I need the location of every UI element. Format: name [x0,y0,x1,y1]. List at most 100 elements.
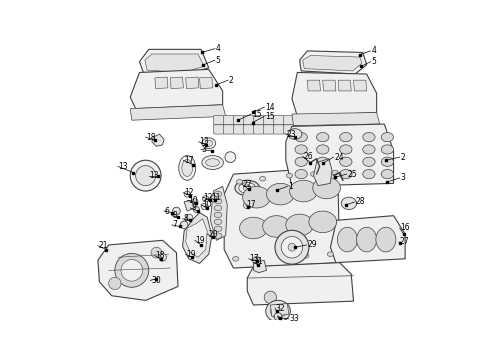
Polygon shape [303,55,362,71]
Ellipse shape [311,172,317,176]
Polygon shape [152,134,164,147]
Ellipse shape [210,195,217,202]
Ellipse shape [295,145,307,154]
Text: 29: 29 [307,240,317,249]
Ellipse shape [202,138,216,149]
Text: 20: 20 [208,230,218,239]
Ellipse shape [244,185,251,191]
Text: 3: 3 [400,174,405,183]
Polygon shape [330,216,405,263]
Ellipse shape [186,214,193,220]
Text: 10: 10 [188,196,197,205]
FancyBboxPatch shape [214,125,224,134]
Text: 13: 13 [149,171,159,180]
Text: 4: 4 [371,46,376,55]
Ellipse shape [244,201,251,209]
Ellipse shape [121,260,143,281]
Ellipse shape [203,195,209,202]
Ellipse shape [136,166,156,186]
Ellipse shape [263,216,291,237]
FancyBboxPatch shape [273,125,284,134]
Polygon shape [186,77,199,89]
Ellipse shape [130,160,161,191]
FancyBboxPatch shape [253,125,264,134]
Polygon shape [155,77,168,89]
Ellipse shape [357,227,377,252]
Text: 17: 17 [249,254,259,263]
Ellipse shape [295,157,307,166]
Text: 17: 17 [246,201,256,210]
Ellipse shape [317,157,329,166]
Text: 13: 13 [119,162,128,171]
Polygon shape [186,219,207,257]
Text: 32: 32 [276,303,285,312]
Text: 6: 6 [165,207,170,216]
FancyBboxPatch shape [273,116,284,125]
Polygon shape [323,80,336,91]
Ellipse shape [287,173,293,178]
Ellipse shape [214,233,222,238]
Text: 19: 19 [196,236,205,245]
Text: 12: 12 [184,188,194,197]
Text: 31: 31 [253,257,263,266]
Ellipse shape [202,156,223,170]
Text: 10: 10 [202,201,212,210]
Ellipse shape [295,170,307,179]
Ellipse shape [337,227,357,252]
Polygon shape [183,213,212,264]
Ellipse shape [237,180,243,184]
FancyBboxPatch shape [233,125,244,134]
Text: 5: 5 [371,57,376,66]
Ellipse shape [267,183,294,205]
Text: 21: 21 [98,241,108,250]
Ellipse shape [288,129,302,139]
Polygon shape [98,240,178,300]
Text: 15: 15 [265,112,274,121]
Polygon shape [130,105,226,120]
Ellipse shape [279,255,285,260]
Text: 30: 30 [151,276,161,285]
Text: 18: 18 [156,251,165,260]
Ellipse shape [214,192,222,197]
Ellipse shape [179,156,196,180]
Ellipse shape [274,313,282,320]
Ellipse shape [253,256,260,261]
Ellipse shape [363,170,375,179]
Ellipse shape [317,170,329,179]
Ellipse shape [281,237,303,258]
Ellipse shape [214,219,222,225]
Ellipse shape [115,253,149,287]
Polygon shape [270,303,289,316]
Ellipse shape [313,177,341,199]
Ellipse shape [233,256,239,261]
Ellipse shape [317,145,329,154]
Ellipse shape [381,145,393,154]
Ellipse shape [184,191,190,197]
Text: 23: 23 [287,130,296,139]
Ellipse shape [172,207,180,215]
Ellipse shape [275,230,309,264]
FancyBboxPatch shape [223,116,234,125]
FancyBboxPatch shape [283,116,294,125]
FancyBboxPatch shape [233,116,244,125]
Text: 8: 8 [172,211,177,220]
Ellipse shape [376,227,396,252]
Polygon shape [224,168,340,268]
Text: 8: 8 [183,214,188,223]
Ellipse shape [288,243,296,251]
Polygon shape [338,80,351,91]
Text: 17: 17 [184,156,194,165]
Polygon shape [247,263,354,305]
Polygon shape [300,51,367,74]
Text: 15: 15 [252,109,262,118]
Ellipse shape [192,199,198,205]
Ellipse shape [341,197,357,210]
FancyBboxPatch shape [253,116,264,125]
FancyBboxPatch shape [294,116,304,125]
FancyBboxPatch shape [294,125,304,134]
Polygon shape [145,54,204,72]
Text: 12: 12 [203,193,213,202]
Ellipse shape [260,176,266,181]
Ellipse shape [182,159,193,176]
Ellipse shape [205,140,213,147]
